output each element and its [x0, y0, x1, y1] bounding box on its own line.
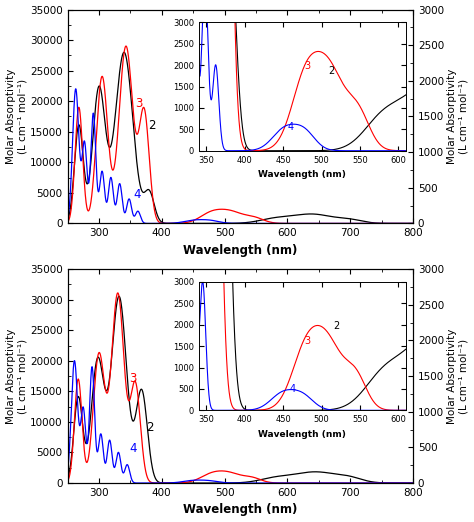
- Text: 2: 2: [148, 118, 155, 132]
- X-axis label: Wavelength (nm): Wavelength (nm): [183, 244, 298, 257]
- X-axis label: Wavelength (nm): Wavelength (nm): [183, 503, 298, 516]
- Text: 4: 4: [134, 188, 141, 201]
- Y-axis label: Molar Absorptivity
(L cm⁻¹ mol⁻¹): Molar Absorptivity (L cm⁻¹ mol⁻¹): [6, 328, 27, 424]
- Text: 2: 2: [146, 421, 154, 434]
- Y-axis label: Molar Absorptivity
(L cm⁻¹ mol⁻¹): Molar Absorptivity (L cm⁻¹ mol⁻¹): [447, 328, 468, 424]
- Text: 4: 4: [129, 443, 137, 456]
- Text: 3: 3: [129, 372, 137, 385]
- Y-axis label: Molar Absorptivity
(L cm⁻¹ mol⁻¹): Molar Absorptivity (L cm⁻¹ mol⁻¹): [6, 69, 27, 164]
- Y-axis label: Molar Absorptivity
(L cm⁻¹ mol⁻¹): Molar Absorptivity (L cm⁻¹ mol⁻¹): [447, 69, 468, 164]
- Text: 3: 3: [136, 97, 143, 110]
